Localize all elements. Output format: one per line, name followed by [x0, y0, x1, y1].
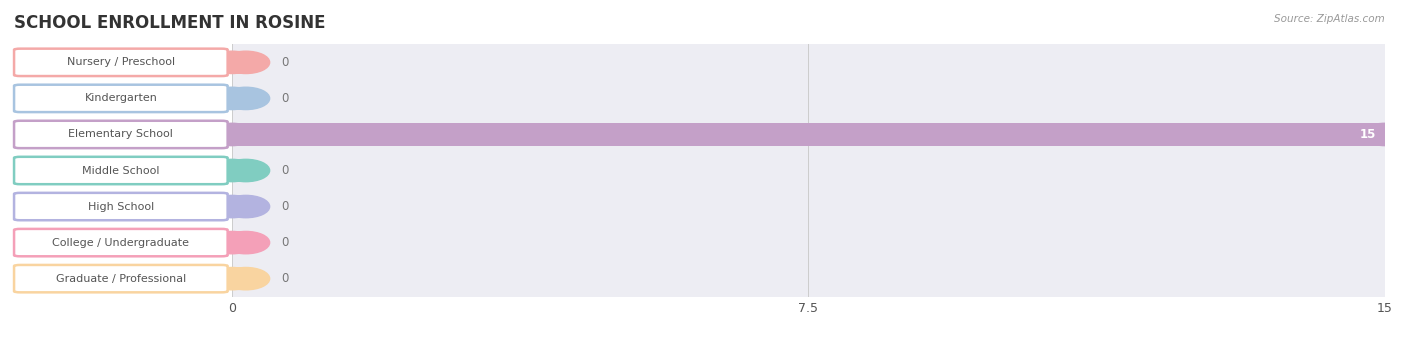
- FancyBboxPatch shape: [14, 85, 228, 112]
- Circle shape: [208, 159, 256, 182]
- Circle shape: [208, 195, 256, 218]
- Bar: [232, 261, 1385, 297]
- FancyBboxPatch shape: [14, 121, 228, 148]
- Circle shape: [208, 51, 256, 74]
- Text: 0: 0: [281, 236, 288, 249]
- Text: Graduate / Professional: Graduate / Professional: [56, 273, 186, 284]
- Circle shape: [208, 232, 256, 254]
- Text: Elementary School: Elementary School: [69, 130, 173, 139]
- Circle shape: [222, 232, 270, 254]
- Bar: [232, 159, 246, 182]
- Text: 0: 0: [281, 92, 288, 105]
- Bar: [232, 80, 1385, 116]
- Bar: [232, 116, 1385, 152]
- FancyBboxPatch shape: [14, 193, 228, 220]
- FancyBboxPatch shape: [14, 265, 228, 292]
- Circle shape: [222, 267, 270, 290]
- Bar: [232, 267, 246, 290]
- FancyBboxPatch shape: [14, 157, 228, 184]
- Text: Middle School: Middle School: [82, 165, 160, 176]
- Bar: [232, 51, 246, 74]
- Bar: [232, 189, 1385, 225]
- Circle shape: [208, 123, 256, 146]
- Text: 15: 15: [1360, 128, 1375, 141]
- Text: College / Undergraduate: College / Undergraduate: [52, 238, 190, 248]
- Circle shape: [1361, 123, 1406, 146]
- Bar: [232, 225, 1385, 261]
- Circle shape: [222, 51, 270, 74]
- Bar: [232, 232, 246, 254]
- Circle shape: [208, 87, 256, 109]
- Bar: [232, 44, 1385, 80]
- Text: SCHOOL ENROLLMENT IN ROSINE: SCHOOL ENROLLMENT IN ROSINE: [14, 14, 326, 32]
- Text: Nursery / Preschool: Nursery / Preschool: [66, 57, 174, 68]
- Bar: [232, 123, 1385, 146]
- Circle shape: [222, 87, 270, 109]
- Text: Kindergarten: Kindergarten: [84, 93, 157, 103]
- Text: Source: ZipAtlas.com: Source: ZipAtlas.com: [1274, 14, 1385, 24]
- Bar: [232, 195, 246, 218]
- Text: High School: High School: [87, 202, 155, 211]
- Text: 0: 0: [281, 200, 288, 213]
- Bar: [232, 152, 1385, 189]
- Text: 0: 0: [281, 164, 288, 177]
- Circle shape: [208, 267, 256, 290]
- Text: 0: 0: [281, 56, 288, 69]
- Circle shape: [222, 195, 270, 218]
- FancyBboxPatch shape: [14, 229, 228, 256]
- Circle shape: [222, 159, 270, 182]
- Text: 0: 0: [281, 272, 288, 285]
- FancyBboxPatch shape: [14, 49, 228, 76]
- Bar: [232, 87, 246, 109]
